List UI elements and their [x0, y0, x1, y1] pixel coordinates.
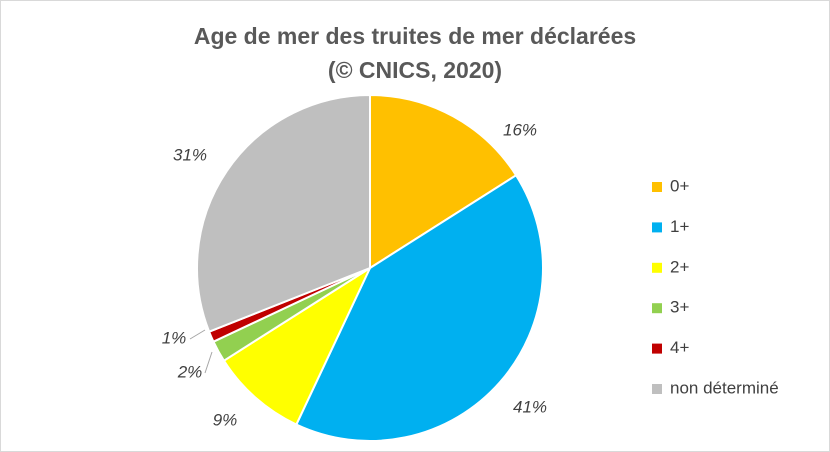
leader-line: [189, 329, 206, 340]
legend-swatch: [652, 262, 662, 273]
data-label: 1%: [162, 328, 187, 347]
legend-label: 1+: [670, 217, 689, 236]
data-label: 9%: [213, 410, 238, 429]
pie-slice: [369, 93, 518, 270]
data-label: 2%: [177, 362, 203, 381]
legend-label: 0+: [670, 176, 689, 195]
data-label: 41%: [513, 397, 547, 416]
chart-subtitle: (© CNICS, 2020): [328, 57, 502, 83]
pie-slice: [222, 265, 373, 426]
legend-swatch: [652, 182, 662, 192]
legend-swatch: [652, 343, 662, 354]
legend-label: 4+: [670, 338, 689, 357]
data-label: 31%: [173, 145, 207, 164]
pie-slice: [196, 93, 371, 333]
legend-label: 2+: [670, 257, 689, 276]
legend-swatch: [652, 384, 662, 394]
legend-swatch: [652, 222, 662, 233]
pie-slice: [295, 173, 544, 442]
legend-label: non déterminé: [670, 378, 779, 397]
legend-swatch: [652, 303, 662, 314]
data-label: 16%: [503, 120, 537, 139]
leader-line: [204, 351, 213, 374]
chart-title: Age de mer des truites de mer déclarées: [194, 23, 636, 49]
legend-label: 3+: [670, 298, 689, 317]
